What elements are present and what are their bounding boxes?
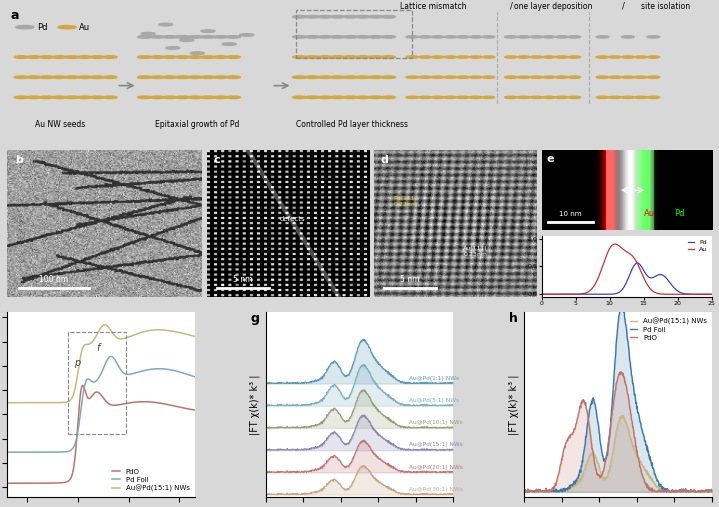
Au@Pd(15:1) NWs <box>610 444 618 450</box>
PdO <box>14 480 22 486</box>
Circle shape <box>331 96 344 99</box>
Circle shape <box>518 56 530 58</box>
Circle shape <box>331 76 344 79</box>
Au@Pd(15:1) NWs <box>520 489 528 495</box>
Circle shape <box>596 56 609 58</box>
Circle shape <box>470 76 482 79</box>
Text: Pd: Pd <box>37 23 47 31</box>
Circle shape <box>470 35 482 38</box>
Circle shape <box>78 96 92 99</box>
Circle shape <box>293 16 306 18</box>
Circle shape <box>622 56 634 58</box>
Text: Au@Pd(20:1) NWs: Au@Pd(20:1) NWs <box>409 464 463 469</box>
Text: h: h <box>510 312 518 325</box>
Circle shape <box>40 56 54 58</box>
Circle shape <box>91 56 104 58</box>
Au <box>639 274 648 280</box>
Circle shape <box>356 56 370 58</box>
Text: Au(111)
0.23nm: Au(111) 0.23nm <box>464 246 488 257</box>
Text: Au NW seeds: Au NW seeds <box>35 120 85 129</box>
Circle shape <box>163 35 177 38</box>
Circle shape <box>356 16 370 18</box>
Au@Pd(15:1) NWs <box>101 321 109 328</box>
Circle shape <box>457 35 470 38</box>
Legend: Pd, Au: Pd, Au <box>687 239 709 254</box>
Circle shape <box>306 16 319 18</box>
Text: f: f <box>96 343 100 353</box>
Pd Foil <box>75 421 83 427</box>
Pd Foil <box>106 353 115 359</box>
Circle shape <box>555 76 568 79</box>
Circle shape <box>65 96 79 99</box>
Circle shape <box>293 56 306 58</box>
Au@Pd(15:1) NWs <box>674 488 683 494</box>
Pd Foil <box>707 486 716 492</box>
Circle shape <box>622 35 634 38</box>
Circle shape <box>555 35 568 38</box>
Circle shape <box>201 30 215 32</box>
Circle shape <box>239 33 254 37</box>
Circle shape <box>103 76 117 79</box>
Circle shape <box>647 56 659 58</box>
Circle shape <box>444 76 457 79</box>
Circle shape <box>505 56 518 58</box>
Au@Pd(15:1) NWs <box>75 363 83 369</box>
Circle shape <box>137 56 152 58</box>
Text: Au@Pd(5:1) NWs: Au@Pd(5:1) NWs <box>409 398 459 403</box>
Text: defects: defects <box>280 216 306 222</box>
Au@Pd(15:1) NWs <box>196 335 204 341</box>
Circle shape <box>201 76 215 79</box>
Circle shape <box>78 56 92 58</box>
Circle shape <box>568 96 581 98</box>
Circle shape <box>482 35 495 38</box>
Text: /: / <box>623 2 625 11</box>
Au@Pd(15:1) NWs <box>610 436 619 442</box>
Circle shape <box>543 96 555 98</box>
Circle shape <box>343 56 357 58</box>
Circle shape <box>150 35 165 38</box>
Pd <box>537 291 546 297</box>
Circle shape <box>406 56 418 58</box>
Circle shape <box>188 76 202 79</box>
Circle shape <box>543 35 555 38</box>
Circle shape <box>293 76 306 79</box>
Circle shape <box>431 56 444 58</box>
Circle shape <box>568 76 581 79</box>
Pd <box>639 267 648 273</box>
Circle shape <box>226 35 240 38</box>
Circle shape <box>444 96 457 98</box>
Circle shape <box>40 76 54 79</box>
Au@Pd(15:1) NWs <box>155 327 163 333</box>
Au <box>610 241 619 247</box>
Circle shape <box>331 35 344 38</box>
Circle shape <box>293 35 306 38</box>
Au@Pd(15:1) NWs <box>132 331 141 337</box>
Circle shape <box>418 35 431 38</box>
Circle shape <box>78 76 92 79</box>
Circle shape <box>444 56 457 58</box>
Circle shape <box>518 35 530 38</box>
Text: Au@Pd(10:1) NWs: Au@Pd(10:1) NWs <box>409 420 463 425</box>
Circle shape <box>318 16 332 18</box>
Circle shape <box>214 35 228 38</box>
Au@Pd(15:1) NWs <box>553 489 562 495</box>
Pd Foil <box>622 327 631 333</box>
Au <box>682 291 690 297</box>
Circle shape <box>406 35 418 38</box>
Au@Pd(15:1) NWs <box>633 453 641 459</box>
Text: Epitaxial growth of Pd: Epitaxial growth of Pd <box>155 120 239 129</box>
Circle shape <box>543 56 555 58</box>
Circle shape <box>444 35 457 38</box>
Circle shape <box>555 96 568 98</box>
Legend: PdO, Pd Foil, Au@Pd(15:1) NWs: PdO, Pd Foil, Au@Pd(15:1) NWs <box>111 467 191 493</box>
Circle shape <box>482 76 495 79</box>
Circle shape <box>214 96 228 99</box>
Circle shape <box>222 43 236 45</box>
Legend: Au@Pd(15:1) NWs, Pd Foil, PdO: Au@Pd(15:1) NWs, Pd Foil, PdO <box>629 316 708 342</box>
Au <box>707 291 716 297</box>
PdO <box>151 400 160 406</box>
Au@Pd(15:1) NWs <box>704 487 713 493</box>
Circle shape <box>418 96 431 98</box>
Circle shape <box>457 56 470 58</box>
Circle shape <box>137 96 152 99</box>
